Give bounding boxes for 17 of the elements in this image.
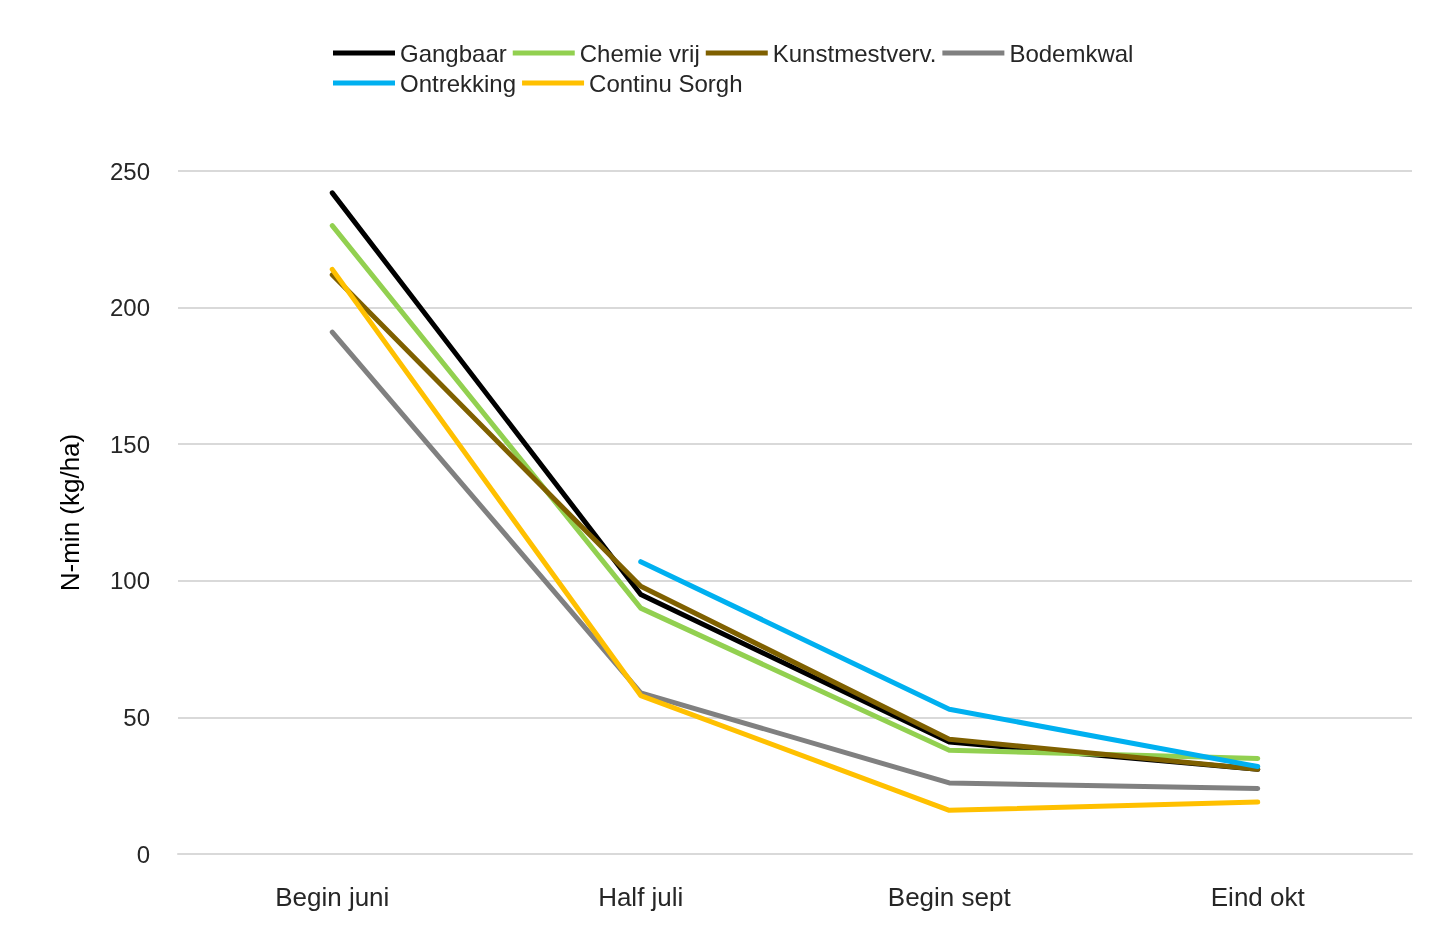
y-axis-title: N-min (kg/ha) — [55, 433, 85, 592]
x-tick-label: Begin sept — [887, 882, 1012, 912]
legend-label: Continu Sorgh — [589, 69, 743, 97]
legend-label: Bodemkwal — [1009, 39, 1134, 67]
legend-label: Kunstmestverv. — [772, 39, 937, 67]
x-tick-label: Begin juni — [275, 882, 390, 912]
y-tick-label: 50 — [123, 703, 150, 731]
x-tick-label: Half juli — [598, 882, 684, 912]
x-tick-label: Eind okt — [1210, 882, 1306, 912]
y-tick-label: 200 — [109, 294, 150, 322]
legend-label: Chemie vrij — [579, 39, 700, 67]
y-tick-label: 100 — [109, 567, 150, 595]
legend-label: Gangbaar — [400, 39, 507, 67]
y-tick-label: 250 — [109, 157, 150, 185]
legend-label: Ontrekking — [400, 69, 517, 97]
y-tick-label: 0 — [136, 840, 150, 868]
y-tick-label: 150 — [109, 430, 150, 458]
